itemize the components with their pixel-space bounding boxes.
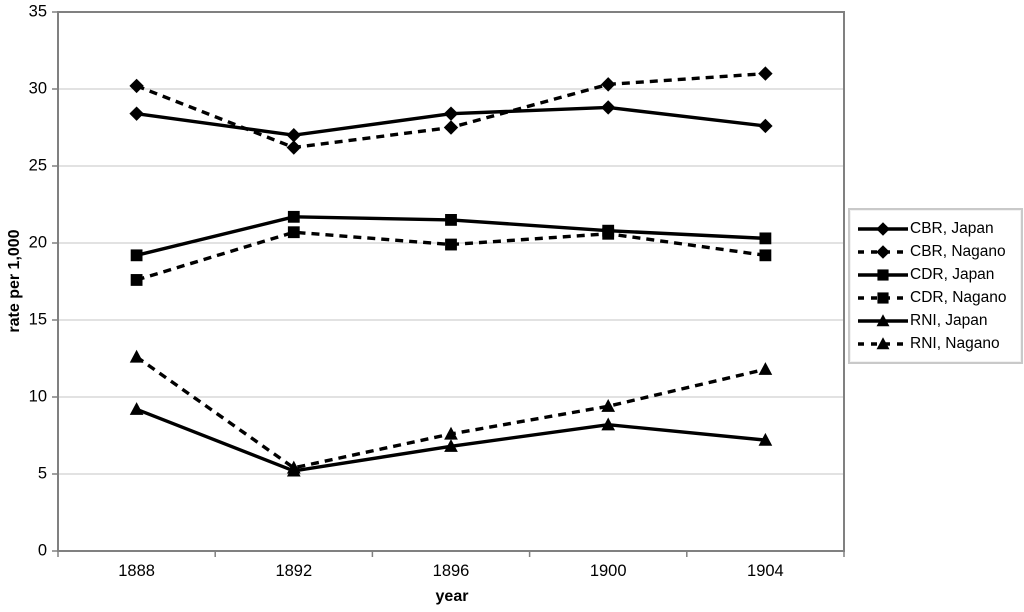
x-tick-label: 1904: [747, 562, 784, 580]
diamond-marker: [443, 120, 459, 135]
legend-label: RNI, Japan: [910, 311, 988, 329]
square-marker: [602, 227, 615, 240]
square-marker: [130, 274, 143, 286]
y-tick-label: 25: [29, 156, 47, 174]
diamond-marker: [129, 106, 144, 121]
triangle-icon: [876, 313, 890, 326]
y-tick-label: 30: [29, 79, 47, 97]
legend-line-sample: [858, 244, 908, 259]
x-tick-label: 1900: [590, 562, 627, 580]
diamond-icon: [876, 244, 890, 259]
square-marker: [287, 226, 300, 239]
legend-label: RNI, Nagano: [910, 334, 1000, 352]
square-icon: [877, 291, 889, 304]
legend-item: CDR, Nagano: [857, 286, 1019, 309]
legend-label: CBR, Nagano: [910, 242, 1006, 260]
legend-item: CBR, Nagano: [857, 240, 1019, 263]
legend-line-sample: [858, 313, 908, 326]
triangle-marker: [601, 417, 616, 431]
triangle-marker: [286, 460, 301, 474]
legend-label: CDR, Nagano: [910, 288, 1007, 306]
diamond-marker: [758, 118, 773, 134]
legend-line-sample: [858, 291, 908, 304]
x-tick-label: 1896: [433, 562, 470, 580]
y-tick-label: 15: [29, 310, 47, 328]
diamond-marker: [286, 128, 301, 143]
diamond-marker: [601, 100, 616, 115]
triangle-marker: [601, 399, 616, 412]
plot-border: [57, 11, 845, 552]
y-tick-label: 35: [29, 2, 47, 20]
triangle-marker: [444, 426, 458, 440]
legend-item: RNI, Nagano: [857, 332, 1019, 355]
triangle-marker: [758, 362, 773, 375]
square-marker: [287, 210, 300, 223]
y-tick-label: 0: [38, 541, 47, 559]
series-line-cdr-nagano: [136, 230, 766, 282]
y-axis-title: rate per 1,000: [6, 229, 23, 333]
y-tick-label: 10: [29, 387, 47, 405]
x-tick-label: 1892: [275, 562, 312, 580]
triangle-icon: [876, 336, 890, 349]
triangle-marker: [444, 439, 458, 452]
legend-label: CDR, Japan: [910, 265, 995, 283]
triangle-marker: [129, 402, 144, 415]
y-tick-label: 5: [38, 464, 47, 482]
square-marker: [130, 249, 143, 262]
y-tick-label: 20: [29, 233, 47, 251]
square-marker: [445, 238, 457, 251]
diamond-marker: [601, 77, 616, 92]
triangle-marker: [758, 432, 773, 446]
chart-legend: CBR, Japan CBR, Nagano CDR, Japan CDR, Naga…: [848, 208, 1023, 364]
x-tick-label: 1888: [118, 562, 155, 580]
x-axis-title: year: [435, 588, 469, 605]
triangle-marker: [129, 349, 144, 363]
legend-line-sample: [858, 336, 908, 349]
diamond-marker: [443, 106, 459, 121]
diamond-icon: [876, 221, 890, 236]
diamond-marker: [129, 78, 144, 94]
diamond-marker: [758, 66, 773, 81]
legend-line-sample: [858, 268, 908, 281]
legend-item: CDR, Japan: [857, 263, 1019, 286]
square-icon: [877, 268, 889, 281]
square-marker: [445, 213, 457, 226]
square-marker: [759, 249, 772, 262]
legend-item: RNI, Japan: [857, 309, 1019, 332]
legend-label: CBR, Japan: [910, 219, 994, 237]
legend-item: CBR, Japan: [857, 217, 1019, 240]
diamond-marker: [286, 140, 301, 155]
legend-line-sample: [858, 221, 908, 236]
square-marker: [759, 232, 772, 245]
